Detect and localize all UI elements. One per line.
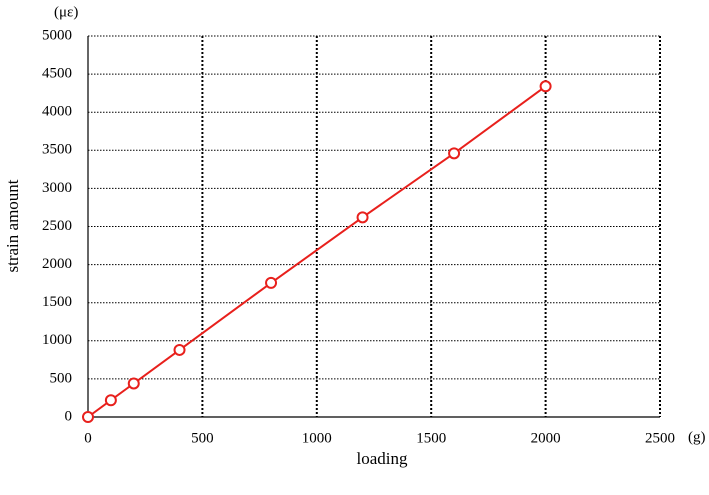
data-point: [104, 394, 117, 407]
y-tick-label: 4500: [42, 66, 72, 82]
data-point: [82, 411, 94, 423]
y-tick-label: 4000: [42, 104, 72, 120]
data-point: [127, 377, 140, 390]
x-tick-label: 1000: [302, 430, 332, 446]
y-tick-label: 1500: [42, 294, 72, 310]
y-tick-label: 2000: [42, 256, 72, 272]
x-tick-label: 500: [191, 430, 214, 446]
data-point: [173, 343, 186, 356]
data-point: [356, 211, 369, 224]
y-tick-label: 500: [50, 370, 73, 386]
y-tick-label: 2500: [42, 218, 72, 234]
y-tick-label: 3000: [42, 180, 72, 196]
data-point: [265, 276, 278, 289]
x-tick-label: 2500: [645, 430, 675, 446]
y-tick-label: 1000: [42, 332, 72, 348]
y-tick-label: 5000: [42, 27, 72, 43]
y-tick-label: 0: [65, 408, 73, 424]
x-unit: (g): [688, 429, 706, 445]
data-line: [87, 85, 547, 418]
x-axis-label: loading: [357, 449, 408, 468]
y-tick-label: 3500: [42, 142, 72, 158]
data-point: [448, 147, 461, 160]
x-tick-label: 1500: [416, 430, 446, 446]
y-unit: (με): [54, 4, 78, 20]
x-tick-label: 0: [84, 430, 92, 446]
data-point: [539, 80, 552, 93]
x-tick-label: 2000: [531, 430, 561, 446]
y-axis-label: strain amount: [3, 179, 22, 272]
